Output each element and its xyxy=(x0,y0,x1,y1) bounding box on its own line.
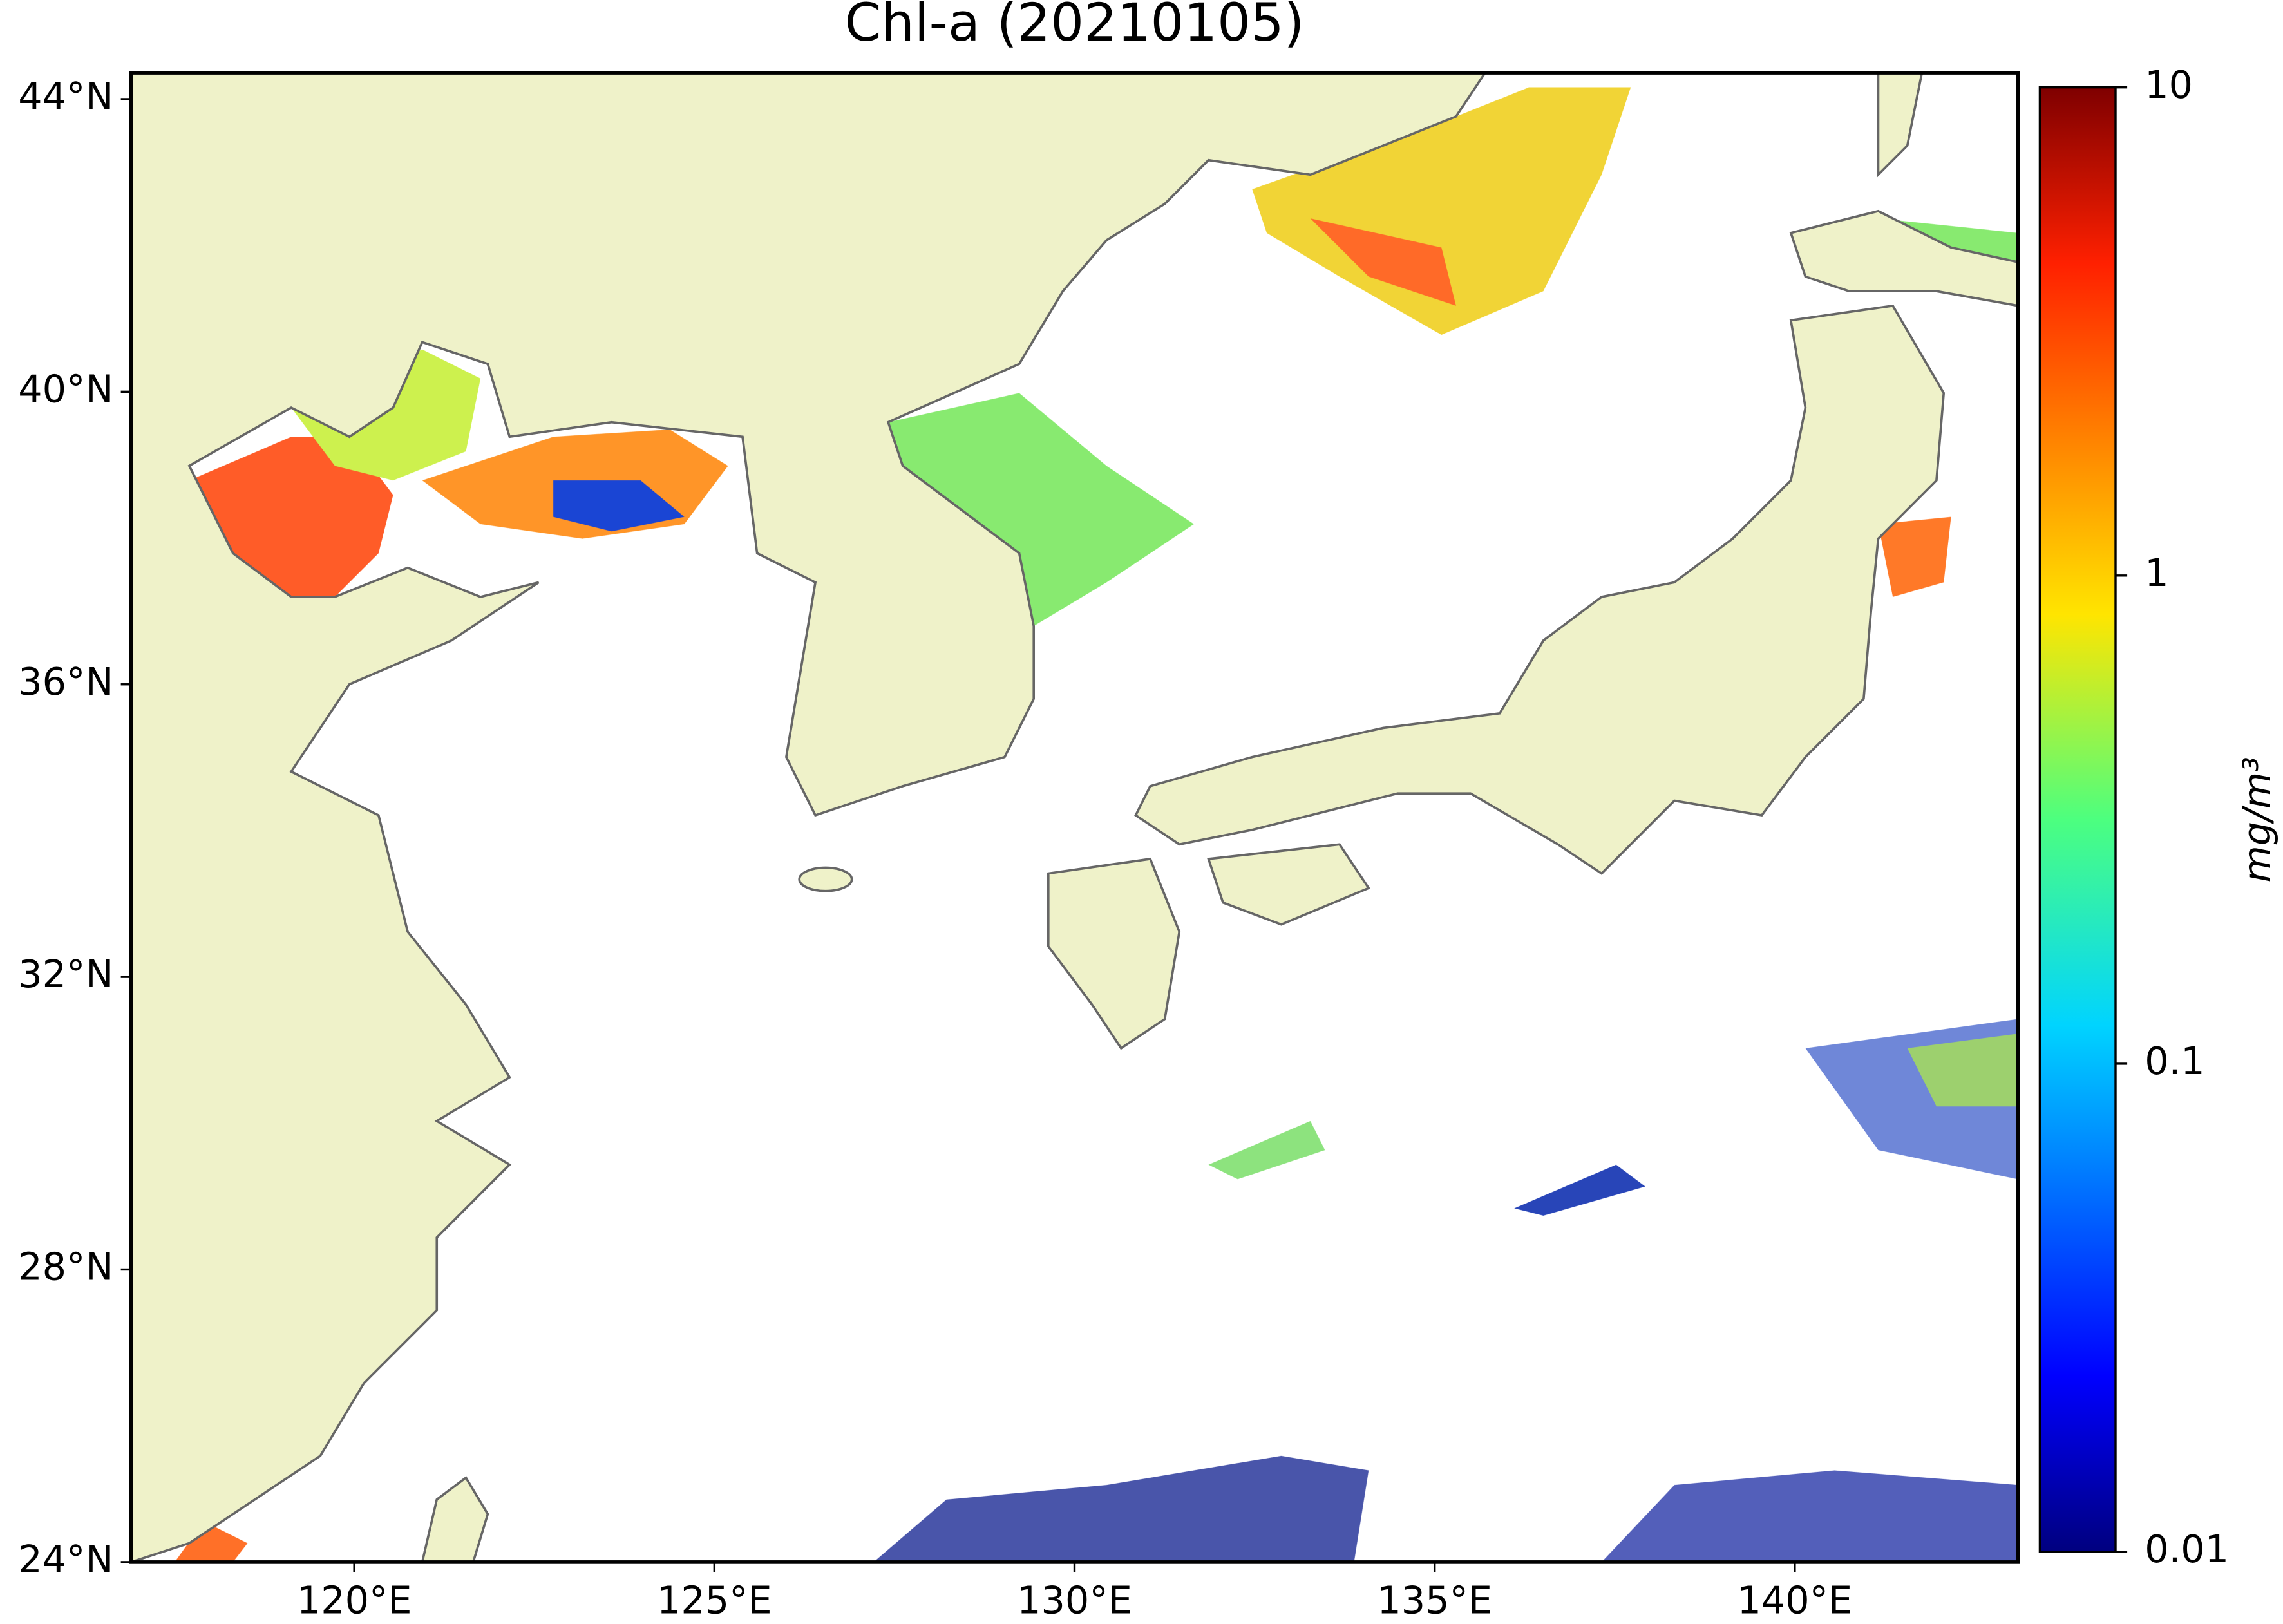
y-tick-label: 36°N xyxy=(18,659,113,704)
y-tick-label: 28°N xyxy=(18,1245,113,1289)
land-jeju xyxy=(798,866,853,892)
x-tick-label: 120°E xyxy=(297,1578,412,1622)
land-kyushu xyxy=(1047,857,1181,1050)
y-tick-label: 40°N xyxy=(18,366,113,411)
map-title: Chl-a (20210105) xyxy=(845,0,1305,53)
land-sakhalin xyxy=(1877,73,1924,178)
x-tick-label: 125°E xyxy=(657,1578,772,1622)
colorbar-tick-label: 0.01 xyxy=(2145,1527,2229,1571)
y-tick-label: 44°N xyxy=(18,74,113,118)
y-tick-label: 32°N xyxy=(18,952,113,996)
colorbar-tick-label: 0.1 xyxy=(2145,1039,2204,1083)
x-tick-label: 140°E xyxy=(1737,1578,1852,1622)
colorbar-label: mg/m³ xyxy=(2235,757,2279,882)
y-tick-label: 24°N xyxy=(18,1537,113,1582)
land-honshu xyxy=(1134,304,1946,875)
colorbar-tick-label: 1 xyxy=(2145,551,2168,595)
land-hokkaido xyxy=(1789,209,2018,307)
x-tick-label: 130°E xyxy=(1017,1578,1132,1622)
colorbar-tick-label: 10 xyxy=(2145,62,2193,107)
land-shikoku xyxy=(1207,843,1370,926)
map-area xyxy=(131,73,2018,1562)
land-taiwan xyxy=(421,1476,489,1562)
colorbar xyxy=(2038,86,2117,1553)
x-tick-label: 135°E xyxy=(1377,1578,1492,1622)
land-asia xyxy=(131,73,1487,1562)
